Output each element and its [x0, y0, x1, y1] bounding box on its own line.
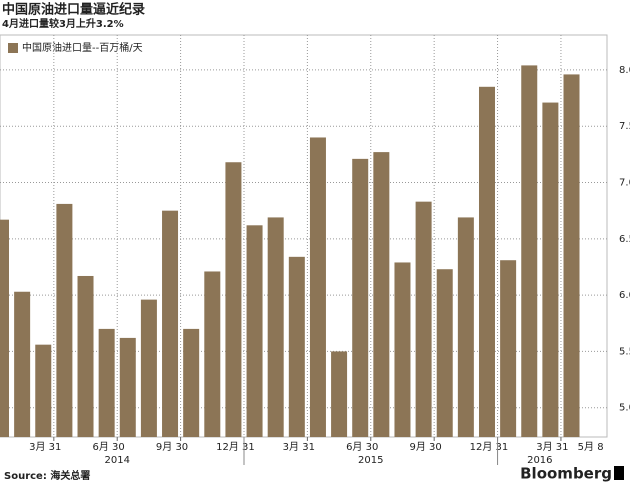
y-tick-label: 6.0	[619, 290, 630, 301]
bar	[56, 203, 73, 437]
bar	[77, 275, 94, 437]
bar	[415, 201, 432, 437]
y-tick-label: 5.5	[619, 346, 630, 357]
y-tick-label: 8.0	[619, 65, 630, 76]
bar	[457, 217, 474, 437]
source: Source: 海关总署	[4, 469, 90, 482]
year-label: 2016	[527, 455, 552, 466]
year-label: 2014	[104, 455, 129, 466]
bar	[0, 219, 9, 437]
x-tick-label: 3月 31	[283, 441, 315, 453]
bar	[183, 328, 200, 437]
bar	[140, 299, 157, 437]
legend-label: 中国原油进口量--百万桶/天	[22, 41, 143, 54]
bar	[331, 351, 348, 437]
bar	[309, 137, 326, 437]
bar	[478, 86, 495, 437]
year-label: 2015	[358, 455, 383, 466]
bar	[394, 262, 411, 437]
x-tick-label: 3月 31	[29, 441, 61, 453]
chart-subtitle: 4月进口量较3月上升3.2%	[2, 17, 124, 30]
x-tick-label: 9月 30	[156, 441, 188, 453]
x-tick-label: 9月 30	[409, 441, 441, 453]
bar	[288, 256, 305, 437]
x-tick-label: 6月 30	[93, 441, 125, 453]
y-tick-label: 7.0	[619, 178, 630, 189]
bar	[119, 337, 136, 437]
bar	[563, 74, 580, 437]
bar	[14, 291, 31, 437]
bar	[500, 260, 517, 437]
y-tick-label: 7.5	[619, 121, 630, 132]
bar	[162, 210, 179, 437]
bar	[246, 225, 263, 437]
bar	[352, 158, 369, 437]
bar	[225, 162, 242, 437]
y-tick-label: 6.5	[619, 234, 630, 245]
bar	[521, 65, 538, 437]
bars	[0, 65, 580, 437]
chart-title: 中国原油进口量逼近纪录	[2, 2, 145, 18]
bar	[542, 102, 559, 437]
bar	[436, 269, 453, 437]
brand-icon	[614, 466, 624, 480]
bar	[267, 217, 284, 437]
bar	[98, 328, 115, 437]
bar	[35, 344, 52, 437]
bar	[204, 271, 221, 437]
legend-swatch	[8, 43, 18, 53]
x-tick-label: 12月 31	[470, 441, 509, 453]
x-tick-label: 6月 30	[346, 441, 378, 453]
x-tick-label: 3月 31	[536, 441, 568, 453]
brand: Bloomberg	[520, 465, 612, 483]
y-tick-label: 5.0	[619, 403, 630, 414]
bar	[373, 152, 390, 437]
x-end-label: 5月 8	[578, 441, 604, 453]
x-tick-label: 12月 31	[216, 441, 255, 453]
